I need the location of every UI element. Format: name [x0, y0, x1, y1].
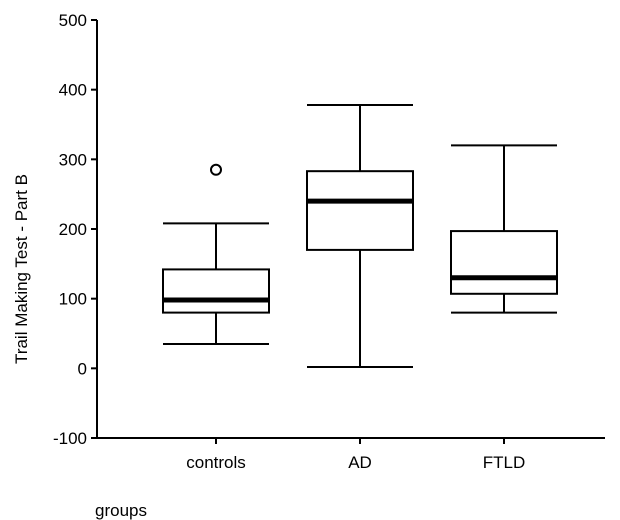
x-tick-label: AD [348, 453, 372, 472]
x-axis-title: groups [95, 501, 147, 520]
box [306, 170, 414, 251]
y-tick-label: 0 [78, 359, 87, 378]
x-axis: controls AD FTLD [97, 437, 605, 472]
y-tick-label: 200 [59, 220, 87, 239]
box-group [306, 103, 414, 368]
y-tick-label: 300 [59, 150, 87, 169]
x-tick-label: FTLD [483, 453, 526, 472]
y-axis-title: Trail Making Test - Part B [12, 174, 31, 364]
box [162, 268, 270, 314]
x-tick-label: controls [186, 453, 246, 472]
boxes [162, 103, 558, 368]
y-tick-label: 400 [59, 81, 87, 100]
outlier-point [210, 163, 222, 176]
box-group [450, 144, 558, 314]
y-tick-label: 100 [59, 290, 87, 309]
box [450, 230, 558, 295]
y-tick-label: -100 [53, 429, 87, 448]
y-axis: -100 0 100 200 300 400 500 [53, 11, 98, 448]
y-tick-label: 500 [59, 11, 87, 30]
box-group [162, 163, 270, 345]
